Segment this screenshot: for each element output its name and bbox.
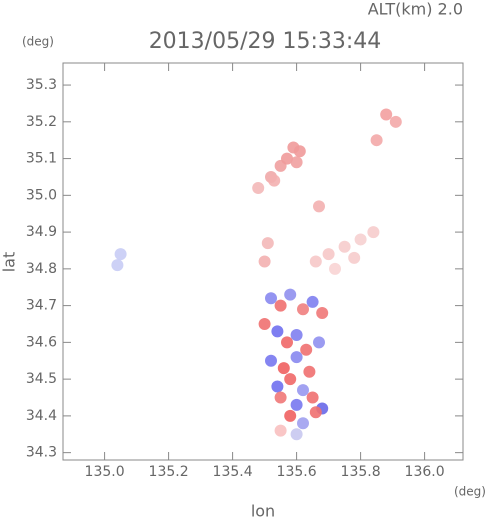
y-tick-label: 35.1 (26, 151, 57, 167)
echo-point (114, 248, 127, 261)
chart-title: 2013/05/29 15:33:44 (149, 29, 382, 54)
y-axis-unit: (deg) (22, 35, 54, 49)
echo-point (258, 255, 271, 268)
echo-point (284, 373, 297, 386)
echo-point (303, 365, 316, 378)
y-tick-label: 34.8 (26, 261, 57, 277)
echo-point (293, 145, 306, 158)
y-tick-label: 34.4 (26, 408, 57, 424)
echo-point (297, 384, 309, 397)
y-tick-label: 34.7 (26, 298, 57, 314)
echo-point (261, 237, 274, 250)
echo-point (111, 259, 124, 272)
echo-point (309, 255, 322, 268)
plot-frame (62, 62, 464, 461)
echo-point (297, 303, 309, 316)
y-tick-label: 34.9 (26, 224, 57, 240)
echo-point (389, 115, 402, 128)
echo-point (284, 409, 297, 422)
echo-point (329, 262, 341, 275)
echo-point (316, 306, 329, 319)
y-tick-label: 34.5 (26, 371, 57, 387)
echo-point (268, 174, 281, 187)
echo-point (313, 336, 325, 349)
echo-point (290, 428, 303, 441)
echo-point (313, 200, 325, 213)
echo-point (265, 292, 277, 305)
x-tick-label: 135.6 (277, 464, 317, 480)
echo-point (252, 181, 265, 194)
echo-point (274, 424, 287, 437)
y-tick-label: 35.3 (26, 77, 57, 93)
echo-point (258, 317, 271, 330)
echo-point (370, 134, 383, 147)
y-tick-label: 34.3 (26, 445, 57, 461)
echo-point (274, 299, 287, 312)
echo-point (306, 295, 319, 308)
x-tick-label: 135.4 (213, 464, 253, 480)
echo-point (284, 288, 297, 301)
echo-point (380, 108, 393, 121)
subtitle: ALT(km) 2.0 (368, 0, 463, 19)
x-tick-label: 135.8 (341, 464, 381, 480)
echo-point (277, 362, 290, 375)
x-tick-label: 136.0 (405, 464, 445, 480)
echo-point (348, 251, 361, 264)
echo-point (281, 152, 293, 165)
echo-point (271, 325, 284, 338)
echo-point (309, 406, 322, 419)
echo-point (265, 354, 277, 367)
echo-point (271, 380, 284, 393)
echo-point (274, 391, 287, 404)
x-axis-unit: (deg) (454, 485, 486, 499)
echo-point (367, 226, 380, 239)
echo-point (290, 398, 303, 411)
y-axis-label: lat (0, 252, 19, 273)
echo-point (290, 351, 303, 364)
echo-point (322, 248, 335, 261)
echo-point (290, 329, 303, 342)
x-tick-label: 135.0 (85, 464, 125, 480)
y-tick-label: 35.0 (26, 187, 57, 203)
echo-point (300, 343, 313, 356)
x-tick-label: 135.2 (149, 464, 189, 480)
echo-point (297, 417, 309, 430)
y-tick-label: 34.6 (26, 334, 57, 350)
echo-point (338, 240, 351, 253)
echo-point (306, 391, 319, 404)
echo-point (281, 336, 293, 349)
echo-point (354, 233, 367, 246)
echo-point (290, 156, 303, 169)
y-tick-label: 35.2 (26, 114, 57, 130)
x-axis-label: lon (251, 502, 275, 521)
